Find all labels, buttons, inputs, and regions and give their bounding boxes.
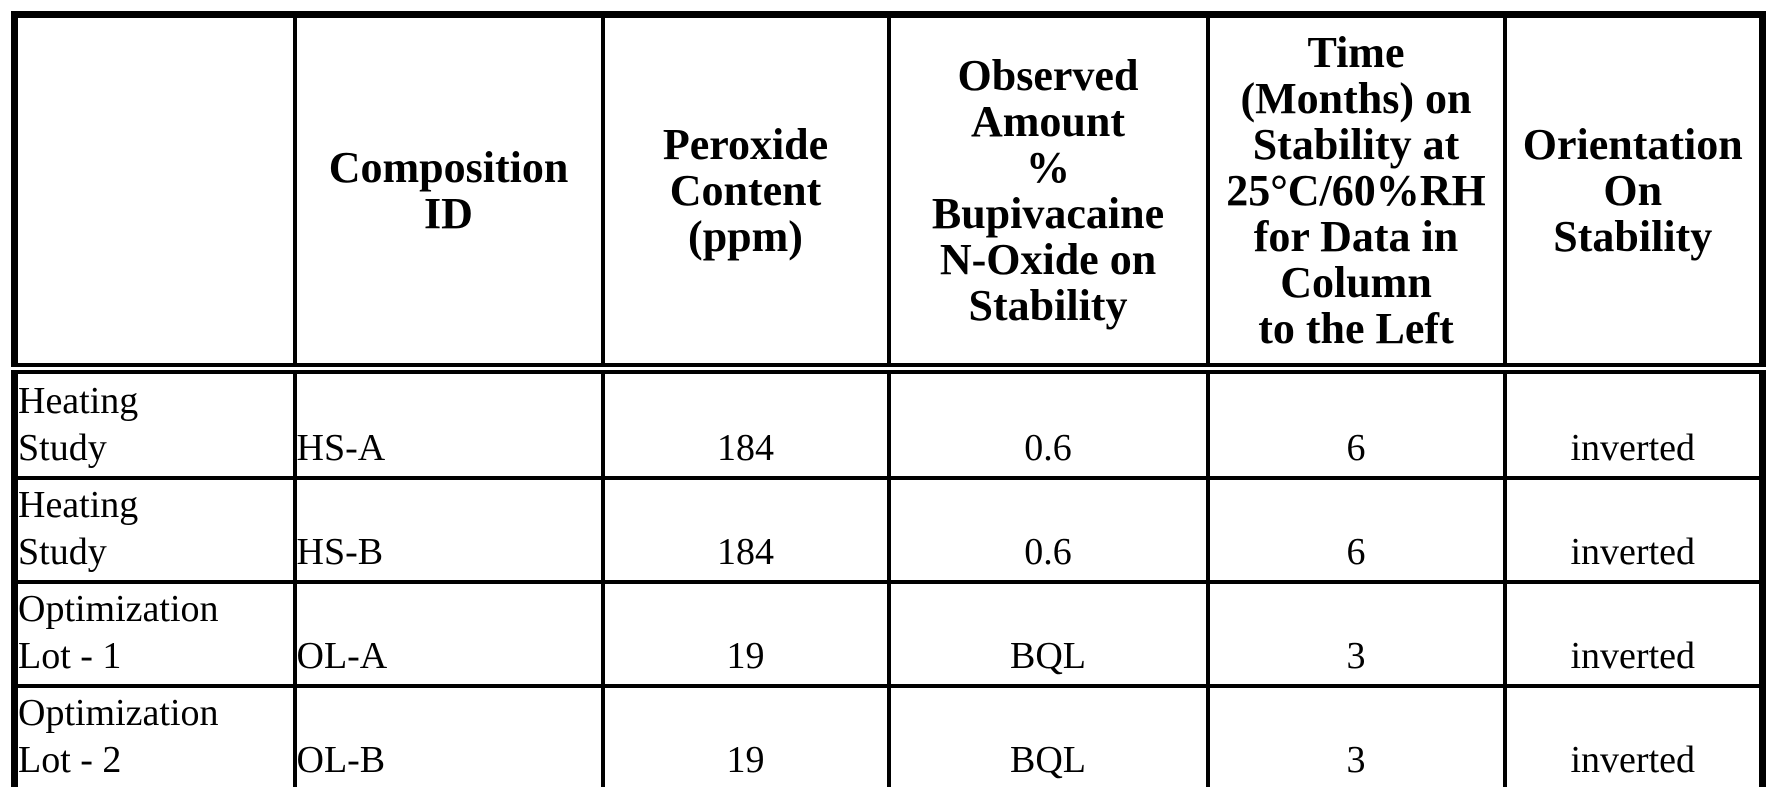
orientation-cell: inverted [1502,476,1765,584]
peroxide-content-cell: 19 [600,580,891,688]
composition-id-cell: OL-A [292,580,605,688]
table-row: Heating Study HS-B 184 0.6 6 inverted [12,476,1765,584]
time-months-cell: 6 [1205,476,1507,584]
orientation-cell: inverted [1502,684,1765,787]
n-oxide-cell: 0.6 [886,476,1210,584]
n-oxide-cell: BQL [886,580,1210,688]
time-months-cell: 3 [1205,580,1507,688]
peroxide-content-cell: 19 [600,684,891,787]
stability-data-table: Composition ID Peroxide Content (ppm) Ob… [11,11,1766,787]
composition-id-cell: HS-A [292,366,605,480]
time-months-cell: 6 [1205,366,1507,480]
composition-id-cell: HS-B [292,476,605,584]
header-cell-peroxide-content: Peroxide Content (ppm) [600,12,891,374]
study-label-cell: Optimization Lot - 2 [12,684,297,787]
peroxide-content-cell: 184 [600,476,891,584]
n-oxide-cell: 0.6 [886,366,1210,480]
header-cell-composition-id: Composition ID [292,12,605,374]
header-row: Composition ID Peroxide Content (ppm) Ob… [12,12,1765,374]
header-cell-observed-n-oxide: Observed Amount % Bupivacaine N-Oxide on… [886,12,1210,374]
orientation-cell: inverted [1502,366,1765,480]
peroxide-content-cell: 184 [600,366,891,480]
header-cell-orientation: Orientation On Stability [1502,12,1765,374]
header-cell-blank [12,12,297,374]
header-cell-time-months: Time (Months) on Stability at 25°C/60%RH… [1205,12,1507,374]
time-months-cell: 3 [1205,684,1507,787]
study-label-cell: Optimization Lot - 1 [12,580,297,688]
table-row: Optimization Lot - 1 OL-A 19 BQL 3 inver… [12,580,1765,688]
study-label-cell: Heating Study [12,366,297,480]
n-oxide-cell: BQL [886,684,1210,787]
table-row: Heating Study HS-A 184 0.6 6 inverted [12,366,1765,480]
composition-id-cell: OL-B [292,684,605,787]
study-label-cell: Heating Study [12,476,297,584]
table-row: Optimization Lot - 2 OL-B 19 BQL 3 inver… [12,684,1765,787]
orientation-cell: inverted [1502,580,1765,688]
